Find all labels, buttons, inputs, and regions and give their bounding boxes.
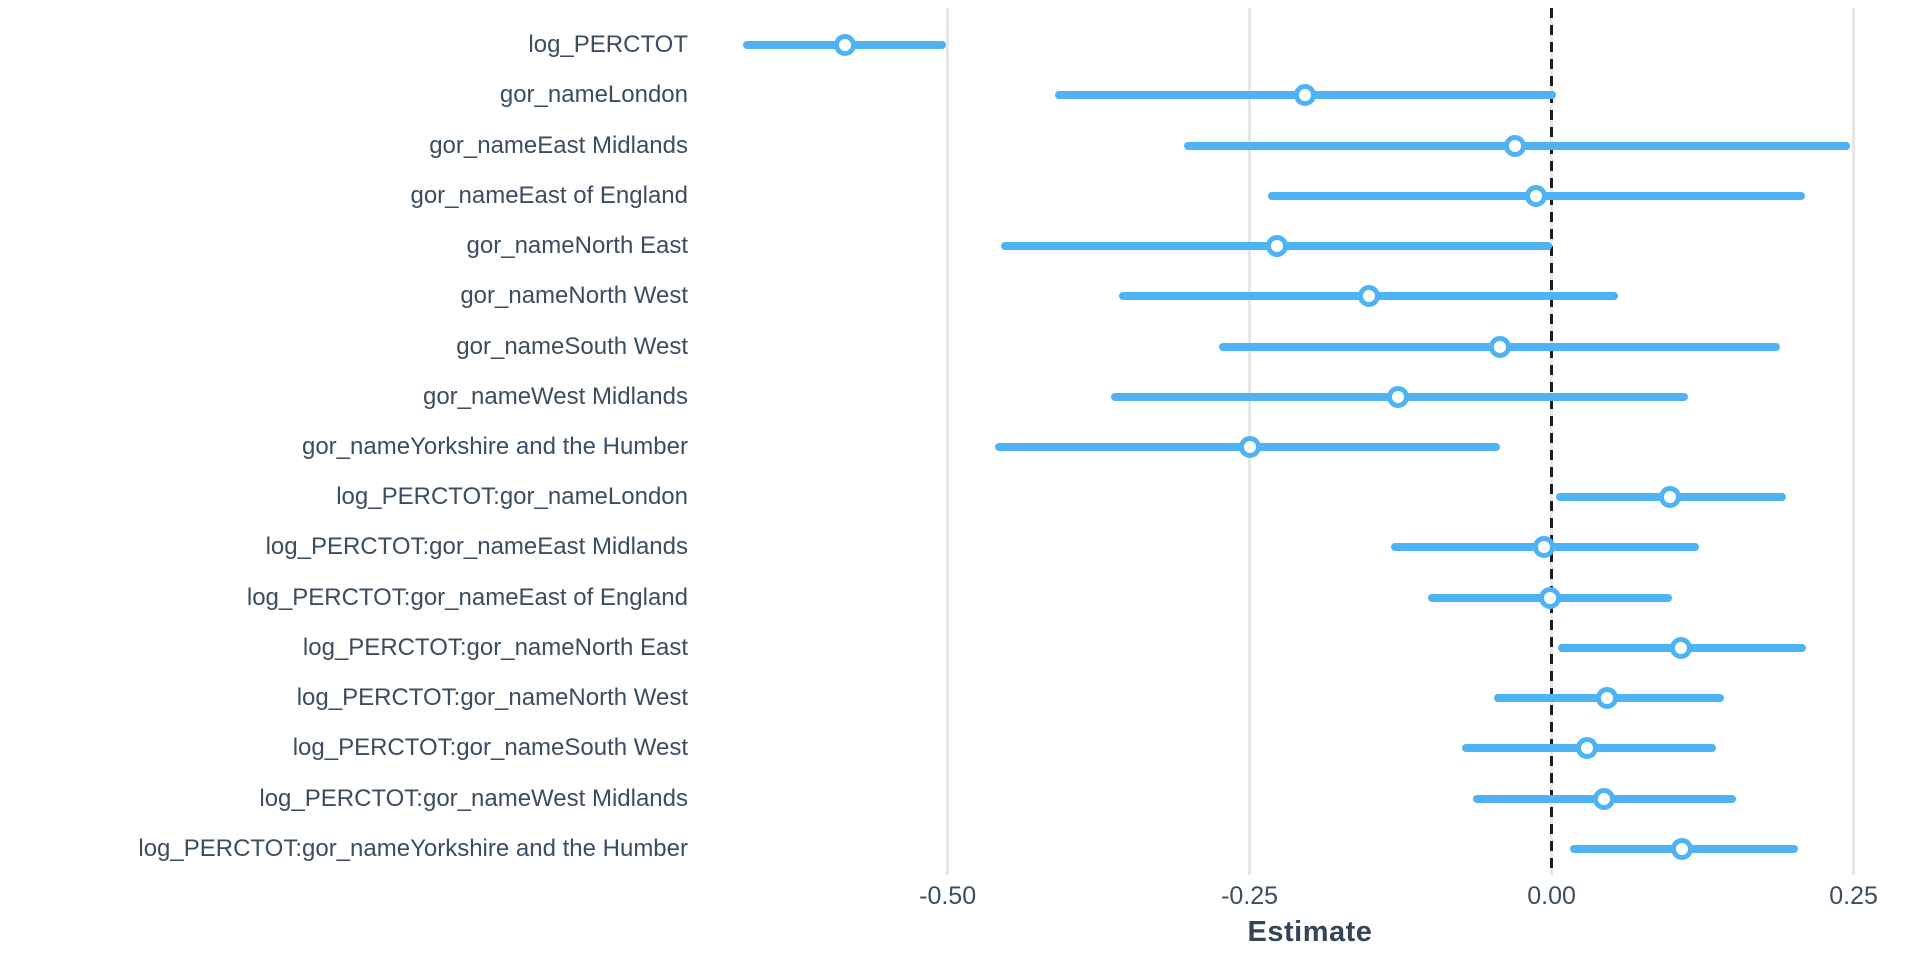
estimate-point xyxy=(1358,285,1381,308)
estimate-point xyxy=(1658,486,1681,509)
x-tick-label: -0.50 xyxy=(919,882,977,910)
estimate-point xyxy=(1669,636,1692,659)
gridline-x-0.25 xyxy=(1852,8,1856,875)
coef-row xyxy=(700,824,1920,874)
y-axis-label: log_PERCTOT:gor_nameNorth East xyxy=(302,633,688,661)
y-axis-label: gor_nameSouth West xyxy=(456,332,688,360)
coef-row xyxy=(700,422,1920,472)
y-axis-label: gor_nameLondon xyxy=(499,81,688,109)
y-axis-labels: log_PERCTOT gor_nameLondon gor_nameEast Mi… xyxy=(0,20,688,874)
coef-row xyxy=(700,522,1920,572)
estimate-point xyxy=(833,34,856,57)
gridline-x--0.5 xyxy=(946,8,950,875)
coef-row xyxy=(700,673,1920,723)
x-axis-title: Estimate xyxy=(1247,916,1373,948)
zero-reference-line xyxy=(1550,8,1554,875)
y-axis-label: gor_nameWest Midlands xyxy=(422,382,688,410)
y-axis-label: log_PERCTOT:gor_nameNorth West xyxy=(296,684,688,712)
coef-row xyxy=(700,372,1920,422)
coef-row xyxy=(700,472,1920,522)
y-axis-label: log_PERCTOT:gor_nameEast of England xyxy=(246,583,688,611)
coef-row xyxy=(700,171,1920,221)
y-axis-label: gor_nameEast of England xyxy=(410,181,688,209)
estimate-point xyxy=(1266,235,1289,258)
x-axis-tick-labels: -0.50 -0.25 0.00 0.25 xyxy=(700,882,1920,914)
coef-row xyxy=(700,573,1920,623)
y-axis-label: log_PERCTOT xyxy=(528,31,688,59)
y-axis-label: gor_nameNorth West xyxy=(460,282,688,310)
coef-row xyxy=(700,221,1920,271)
estimate-point xyxy=(1596,687,1619,710)
y-axis-label: log_PERCTOT:gor_nameYorkshire and the Hu… xyxy=(138,834,688,862)
coef-row xyxy=(700,271,1920,321)
y-axis-label: log_PERCTOT:gor_nameLondon xyxy=(336,483,688,511)
coef-row xyxy=(700,774,1920,824)
coef-row xyxy=(700,321,1920,371)
coef-row xyxy=(700,723,1920,773)
y-axis-label: log_PERCTOT:gor_nameEast Midlands xyxy=(265,533,688,561)
y-axis-label: gor_nameEast Midlands xyxy=(429,131,688,159)
estimate-point xyxy=(1387,385,1410,408)
coef-row xyxy=(700,623,1920,673)
x-tick-label: 0.25 xyxy=(1829,882,1878,910)
estimate-point xyxy=(1539,586,1562,609)
y-axis-label: gor_nameYorkshire and the Humber xyxy=(301,432,688,460)
x-tick-label: 0.00 xyxy=(1527,882,1576,910)
coef-row xyxy=(700,70,1920,120)
coef-row xyxy=(700,120,1920,170)
estimate-point xyxy=(1294,84,1317,107)
y-axis-label: log_PERCTOT:gor_nameSouth West xyxy=(292,734,688,762)
estimate-point xyxy=(1524,184,1547,207)
estimate-point xyxy=(1671,837,1694,860)
estimate-point xyxy=(1238,435,1261,458)
estimate-point xyxy=(1504,134,1527,157)
coef-row xyxy=(700,20,1920,70)
y-axis-label: gor_nameNorth East xyxy=(466,232,688,260)
x-tick-label: -0.25 xyxy=(1221,882,1279,910)
estimate-point xyxy=(1575,737,1598,760)
estimate-point xyxy=(1488,335,1511,358)
y-axis-label: log_PERCTOT:gor_nameWest Midlands xyxy=(259,784,688,812)
estimate-point xyxy=(1592,787,1615,810)
plot-panel xyxy=(700,20,1920,874)
estimate-point xyxy=(1533,536,1556,559)
